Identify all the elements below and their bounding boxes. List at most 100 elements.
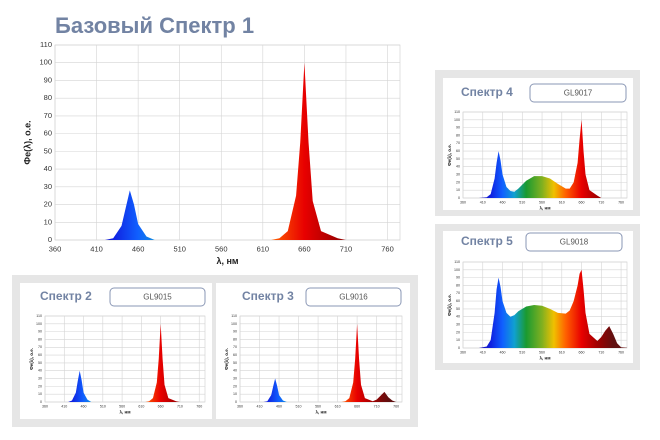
x-tick-label: 360: [49, 245, 62, 254]
x-tick-label: 760: [618, 351, 624, 355]
x-axis-label: λ, нм: [216, 256, 238, 266]
x-tick-label: 460: [500, 201, 506, 205]
x-tick-label: 560: [119, 405, 125, 409]
y-tick-label: 50: [38, 361, 42, 365]
y-axis-label: Фе(λ), о.е.: [29, 348, 34, 370]
x-tick-label: 710: [177, 405, 183, 409]
x-axis-label: λ, нм: [119, 410, 131, 415]
y-tick-label: 0: [235, 400, 237, 404]
y-tick-label: 60: [233, 353, 237, 357]
badge: [529, 83, 627, 103]
x-tick-label: 360: [42, 405, 48, 409]
y-tick-label: 10: [38, 392, 42, 396]
y-tick-label: 100: [39, 58, 52, 67]
x-tick-label: 510: [296, 405, 302, 409]
y-axis-label: Фе(λ), о.е.: [447, 294, 452, 316]
y-tick-label: 0: [458, 196, 460, 200]
x-tick-label: 460: [132, 245, 145, 254]
x-axis-label: λ, нм: [539, 206, 551, 211]
y-tick-label: 10: [456, 338, 460, 342]
y-tick-label: 90: [44, 75, 52, 84]
y-tick-label: 10: [233, 392, 237, 396]
spectrum-area: [463, 119, 627, 198]
y-tick-label: 100: [231, 322, 237, 326]
x-tick-label: 610: [257, 245, 270, 254]
chart-title: Спектр 4: [461, 85, 513, 99]
badge-label: GL9018: [560, 238, 589, 247]
y-tick-label: 0: [48, 235, 52, 244]
y-tick-label: 90: [38, 330, 42, 334]
y-tick-label: 20: [456, 330, 460, 334]
y-tick-label: 70: [233, 345, 237, 349]
x-tick-label: 510: [173, 245, 186, 254]
x-tick-label: 660: [579, 201, 585, 205]
x-tick-label: 560: [539, 351, 545, 355]
badge: [525, 232, 623, 252]
x-tick-label: 410: [480, 351, 486, 355]
y-tick-label: 110: [40, 40, 52, 49]
x-tick-label: 410: [90, 245, 103, 254]
chart-title: Спектр 2: [40, 289, 92, 303]
y-tick-label: 40: [233, 369, 237, 373]
x-tick-label: 360: [460, 351, 466, 355]
plot-frame: [239, 315, 403, 403]
chart-title: Спектр 5: [461, 234, 513, 248]
x-tick-label: 610: [559, 351, 565, 355]
x-tick-label: 760: [381, 245, 394, 254]
y-tick-label: 70: [44, 111, 52, 120]
y-tick-label: 90: [456, 126, 460, 130]
y-axis-label: Фе(λ), о.е.: [22, 120, 32, 164]
badge-label: GL9015: [143, 293, 172, 302]
x-axis-label: λ, нм: [539, 356, 551, 361]
y-tick-label: 60: [456, 149, 460, 153]
x-tick-label: 460: [276, 405, 282, 409]
y-tick-label: 50: [44, 146, 52, 155]
badge: [305, 287, 402, 307]
y-tick-label: 80: [456, 133, 460, 137]
y-tick-label: 30: [456, 172, 460, 176]
y-tick-label: 40: [456, 315, 460, 319]
y-tick-label: 30: [44, 182, 52, 191]
y-tick-label: 110: [454, 110, 460, 114]
y-tick-label: 40: [38, 369, 42, 373]
x-tick-label: 660: [298, 245, 311, 254]
y-tick-label: 70: [456, 141, 460, 145]
x-axis-label: λ, нм: [315, 410, 327, 415]
spectrum-area: [463, 269, 627, 348]
y-tick-label: 20: [38, 384, 42, 388]
y-tick-label: 110: [454, 260, 460, 264]
x-tick-label: 410: [61, 405, 67, 409]
spectrum-area: [240, 323, 402, 402]
y-tick-label: 40: [44, 164, 52, 173]
y-tick-label: 50: [456, 157, 460, 161]
y-tick-label: 50: [233, 361, 237, 365]
x-tick-label: 360: [460, 201, 466, 205]
y-tick-label: 60: [456, 299, 460, 303]
y-tick-label: 110: [36, 314, 42, 318]
x-tick-label: 660: [354, 405, 360, 409]
x-tick-label: 510: [519, 351, 525, 355]
y-tick-label: 100: [454, 268, 460, 272]
x-tick-label: 410: [257, 405, 263, 409]
y-tick-label: 0: [40, 400, 42, 404]
y-tick-label: 60: [38, 353, 42, 357]
plot-frame: [44, 315, 206, 403]
x-tick-label: 760: [196, 405, 202, 409]
x-tick-label: 510: [519, 201, 525, 205]
chart-title: Спектр 3: [242, 289, 294, 303]
x-tick-label: 710: [340, 245, 353, 254]
badge-label: GL9016: [339, 293, 368, 302]
y-axis-label: Фе(λ), о.е.: [224, 348, 229, 370]
y-tick-label: 30: [233, 376, 237, 380]
y-tick-label: 60: [44, 129, 52, 138]
y-tick-label: 30: [38, 376, 42, 380]
x-tick-label: 510: [100, 405, 106, 409]
x-tick-label: 710: [598, 201, 604, 205]
y-tick-label: 80: [44, 93, 52, 102]
y-tick-label: 70: [456, 291, 460, 295]
badge-label: GL9017: [564, 89, 593, 98]
y-tick-label: 80: [233, 337, 237, 341]
badge: [109, 287, 206, 307]
